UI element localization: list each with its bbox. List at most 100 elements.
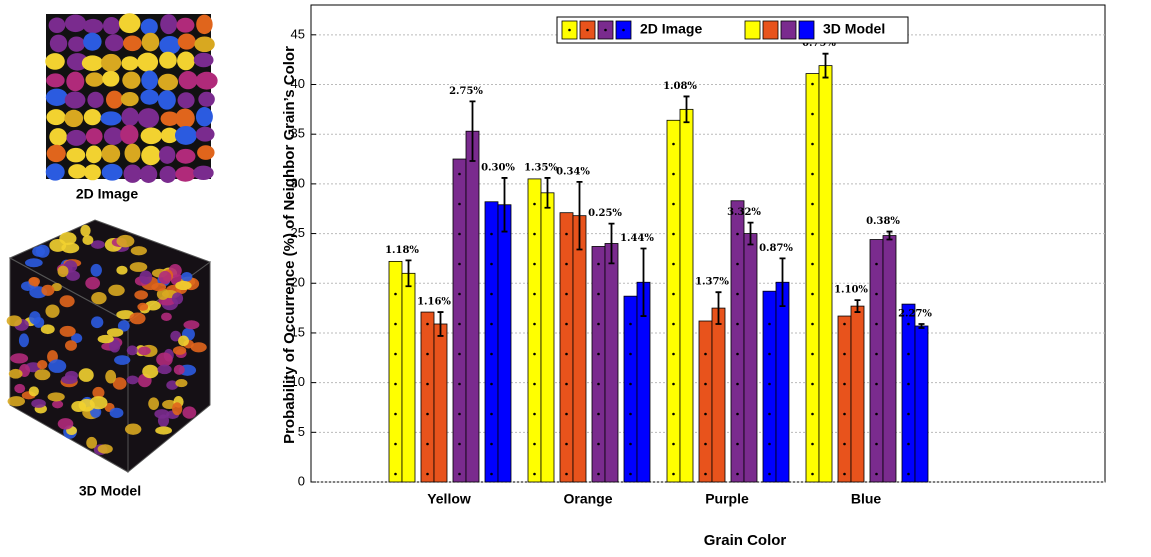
grain [85, 145, 102, 164]
bar-dot [704, 382, 707, 386]
grain [157, 73, 179, 91]
grain [90, 240, 105, 249]
grain [151, 282, 167, 292]
grain [103, 127, 124, 145]
bar-dot [843, 382, 846, 386]
annotation: 3.32% [727, 207, 761, 218]
grain [157, 364, 172, 375]
grain [176, 17, 195, 33]
bar-dot [490, 442, 493, 446]
grain [46, 73, 65, 88]
bar-dot [875, 292, 878, 296]
bar-dot [736, 412, 739, 416]
grain [138, 346, 151, 356]
grain [49, 128, 67, 146]
grain [137, 108, 160, 128]
bar [818, 65, 833, 483]
bar-dot [704, 472, 707, 476]
bar-dot [533, 322, 536, 326]
y-tick-label: 15 [291, 324, 305, 339]
bar-dot [736, 472, 739, 476]
grain [28, 276, 40, 287]
bar-dot [597, 292, 600, 296]
bar-dot [907, 322, 910, 326]
grain [64, 14, 87, 33]
grain [78, 368, 94, 382]
bar-dot [533, 262, 536, 266]
grain [117, 320, 130, 332]
bar-dot [533, 412, 536, 416]
annotation: 1.08% [663, 81, 697, 92]
grain [198, 91, 215, 107]
grain [159, 35, 181, 55]
legend-dot [622, 28, 625, 32]
grain [90, 263, 102, 277]
grain [86, 436, 98, 449]
bar-dot [811, 382, 814, 386]
bar-dot [458, 352, 461, 356]
bar [698, 320, 713, 483]
error-bar [747, 221, 754, 246]
legend-swatch [762, 20, 779, 40]
bar-dot [768, 472, 771, 476]
bar [711, 307, 726, 483]
error-bar [501, 177, 508, 233]
error-bar [683, 95, 690, 124]
bar-dot [565, 382, 568, 386]
bar-dot [426, 472, 429, 476]
annotation: 0.34% [556, 166, 590, 177]
grain [52, 400, 64, 409]
bar-dot [426, 442, 429, 446]
bar-dot [490, 262, 493, 266]
bar-dot [597, 352, 600, 356]
grain [178, 71, 198, 90]
grain [66, 147, 86, 163]
grain [160, 14, 178, 35]
grain [14, 383, 26, 394]
annotation: 1.44% [620, 233, 654, 244]
grain [108, 284, 125, 297]
grain [57, 418, 74, 430]
bar-dot [736, 232, 739, 236]
grain [139, 270, 153, 285]
grain [85, 276, 101, 290]
grain [31, 399, 46, 408]
grain [45, 163, 65, 181]
bar-dot [736, 292, 739, 296]
bar-dot [458, 472, 461, 476]
grain [65, 370, 79, 381]
grain [48, 359, 67, 373]
grain [177, 33, 196, 50]
bar-dot [875, 472, 878, 476]
bar [433, 323, 448, 483]
annotation: 1.37% [695, 277, 729, 288]
grain [140, 18, 158, 36]
bar-dot [565, 352, 568, 356]
grain [82, 235, 94, 245]
grain [161, 312, 172, 321]
grain [183, 320, 200, 330]
bar [679, 108, 694, 483]
grain [45, 88, 68, 106]
error-bar [640, 247, 647, 317]
bar-dot [875, 352, 878, 356]
y-tick-label: 5 [298, 424, 305, 439]
grain [197, 145, 215, 160]
bar-dot [490, 292, 493, 296]
grain [120, 92, 139, 107]
y-tick-label: 0 [298, 473, 305, 488]
legend-box [556, 16, 909, 44]
grain [140, 89, 159, 105]
bar-dot [490, 472, 493, 476]
grain [84, 164, 101, 181]
grain [10, 353, 29, 364]
x-tick-label: Yellow [427, 491, 471, 507]
bar-dot [565, 412, 568, 416]
grain [141, 145, 161, 166]
grain [194, 36, 215, 53]
grain [66, 129, 87, 146]
grain [137, 52, 159, 72]
grain [118, 13, 141, 34]
grain [105, 34, 124, 52]
